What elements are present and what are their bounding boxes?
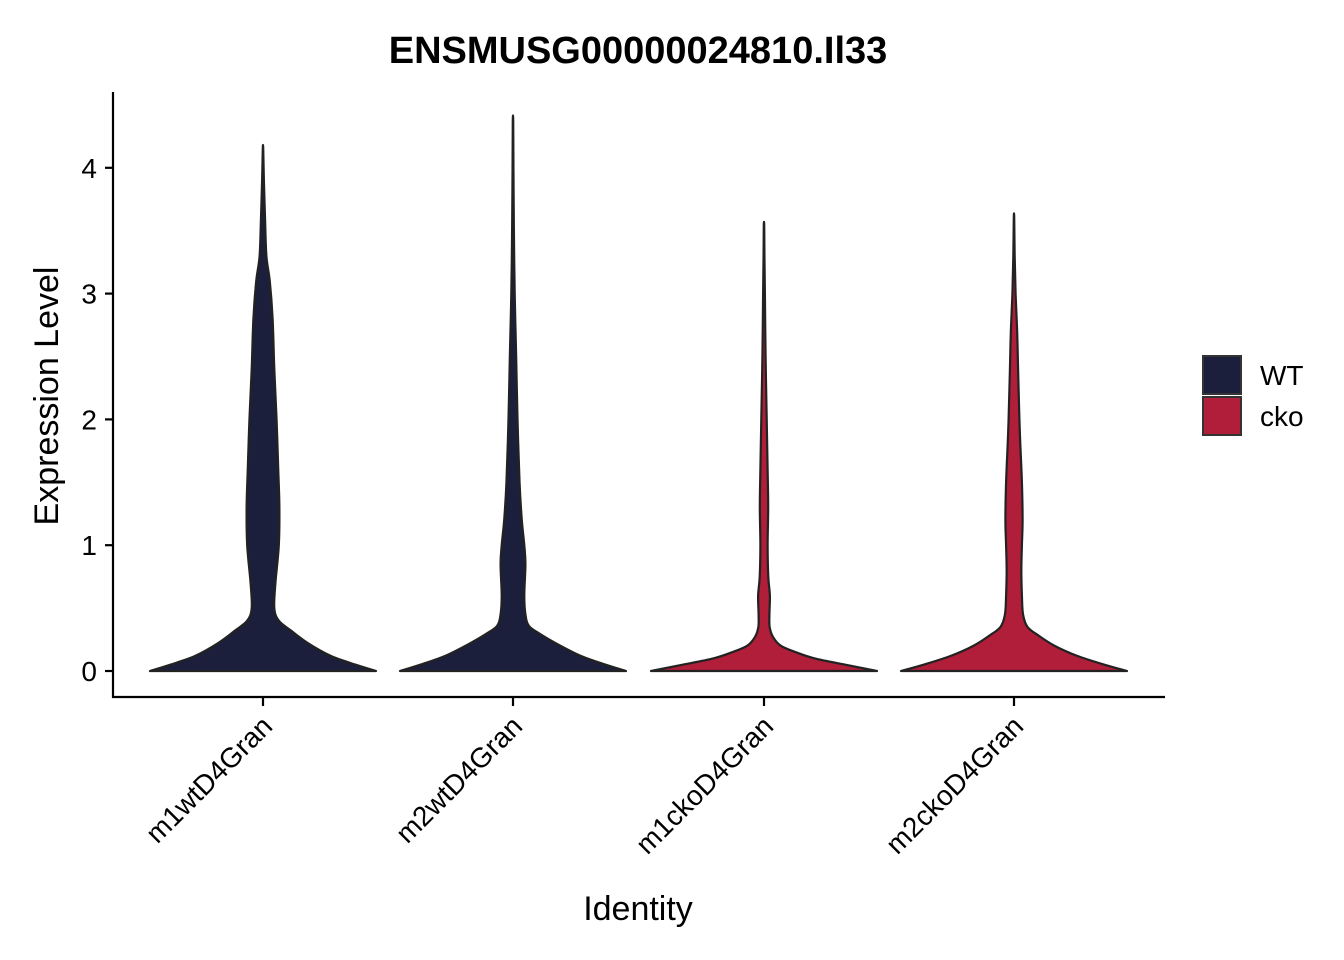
violins-layer [148, 114, 1129, 673]
y-tick-label: 0 [81, 656, 97, 687]
y-tick-label: 4 [81, 153, 97, 184]
legend-swatch-cko [1202, 396, 1242, 436]
x-tick-label: m1wtD4Gran [140, 710, 279, 849]
x-tick-label: m1ckoD4Gran [630, 710, 780, 860]
legend: WT cko [1202, 355, 1304, 436]
x-axis-title: Identity [583, 890, 693, 928]
violin-m1ckoD4Gran [649, 220, 879, 673]
chart-title: ENSMUSG00000024810.Il33 [389, 30, 888, 72]
violin-m1wtD4Gran [148, 143, 378, 673]
legend-swatch-wt [1202, 355, 1242, 395]
violin-m2ckoD4Gran [899, 212, 1129, 673]
x-tick-label: m2ckoD4Gran [880, 710, 1030, 860]
y-tick-label: 3 [81, 279, 97, 310]
x-tick-label: m2wtD4Gran [390, 710, 529, 849]
legend-label-wt: WT [1260, 360, 1304, 391]
violin-m2wtD4Gran [398, 114, 628, 673]
y-axis-ticks: 0 1 2 3 4 [81, 153, 113, 687]
y-tick-label: 1 [81, 530, 97, 561]
y-tick-label: 2 [81, 404, 97, 435]
x-axis-ticks: m1wtD4Gran m2wtD4Gran m1ckoD4Gran m2ckoD4Gr… [140, 697, 1030, 860]
legend-label-cko: cko [1260, 401, 1304, 432]
y-axis-title: Expression Level [28, 267, 66, 526]
